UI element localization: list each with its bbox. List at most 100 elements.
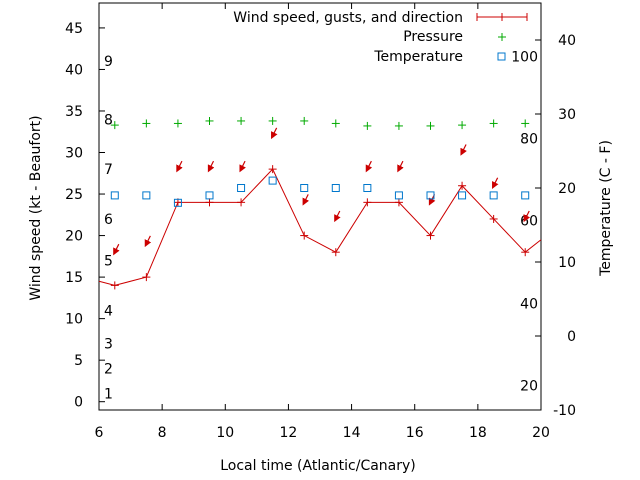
y-left-tick-label: 5 bbox=[74, 353, 83, 369]
x-tick-label: 8 bbox=[158, 425, 167, 441]
legend-swatch-temperature bbox=[497, 52, 506, 61]
temperature-point bbox=[363, 184, 372, 192]
wind-direction-arrow bbox=[334, 210, 341, 223]
pressure-point bbox=[331, 119, 340, 128]
y-left-tick-label: 45 bbox=[65, 21, 83, 37]
wind-speed-point bbox=[489, 214, 498, 223]
y-right-tick-label: -10 bbox=[553, 403, 576, 419]
plot-frame bbox=[98, 2, 542, 411]
wind-speed-point bbox=[363, 198, 372, 207]
fahrenheit-label: 80 bbox=[520, 131, 538, 147]
y-right-tick-label: 30 bbox=[558, 107, 576, 123]
beaufort-label: 2 bbox=[104, 361, 113, 377]
legend: Wind speed, gusts, and direction Pressur… bbox=[233, 10, 528, 65]
y-left-tick-label: 40 bbox=[65, 62, 83, 78]
wind-direction-arrow bbox=[239, 160, 246, 173]
fahrenheit-label: 40 bbox=[520, 296, 538, 312]
beaufort-label: 4 bbox=[104, 303, 113, 319]
wind-speed-point bbox=[268, 165, 277, 174]
pressure-point bbox=[363, 121, 372, 130]
temperature-point bbox=[205, 191, 214, 200]
pressure-point bbox=[521, 119, 530, 128]
wind-direction-arrow bbox=[365, 160, 373, 173]
temperature-point bbox=[489, 191, 498, 200]
x-tick-label: 20 bbox=[532, 425, 550, 441]
temperature-point bbox=[173, 198, 182, 207]
temperature-point bbox=[300, 184, 309, 192]
wind-direction-arrow bbox=[460, 144, 467, 156]
beaufort-label: 7 bbox=[104, 162, 113, 178]
y-right-tick-label: 40 bbox=[558, 33, 576, 49]
legend-label-temperature: Temperature bbox=[373, 49, 463, 65]
wind-speed-point bbox=[300, 231, 309, 240]
y-axis-right-label: Temperature (C - F) bbox=[598, 140, 614, 277]
temperature-point bbox=[521, 191, 530, 200]
wind-speed-line bbox=[98, 168, 542, 286]
temperature-point bbox=[268, 176, 277, 185]
x-tick-label: 12 bbox=[280, 425, 298, 441]
beaufort-label: 8 bbox=[104, 112, 113, 128]
temperature-point bbox=[458, 191, 467, 200]
temperature-point bbox=[237, 184, 246, 192]
pressure-point bbox=[142, 119, 151, 128]
fahrenheit-label: 20 bbox=[520, 379, 538, 395]
beaufort-label: 9 bbox=[104, 54, 113, 70]
legend-swatch-pressure bbox=[498, 33, 506, 41]
wind-speed-point bbox=[331, 248, 340, 257]
y-right-tick-label: 0 bbox=[567, 329, 576, 345]
y-right-tick-label: 10 bbox=[558, 255, 576, 271]
wind-direction-arrow bbox=[113, 243, 120, 256]
x-axis-label: Local time (Atlantic/Canary) bbox=[220, 458, 416, 474]
pressure-point bbox=[110, 121, 119, 130]
pressure-point bbox=[268, 116, 277, 125]
pressure-point bbox=[300, 116, 309, 125]
y-left-tick-label: 30 bbox=[65, 146, 83, 162]
pressure-point bbox=[489, 119, 498, 128]
legend-label-wind: Wind speed, gusts, and direction bbox=[233, 10, 463, 26]
fahrenheit-label: 100 bbox=[511, 49, 538, 65]
wind-speed-point bbox=[237, 198, 246, 207]
wind-speed-point bbox=[142, 273, 151, 282]
wind-speed-point bbox=[521, 248, 530, 257]
wind-speed-point bbox=[110, 281, 119, 290]
wind-direction-arrow bbox=[523, 210, 531, 223]
pressure-point bbox=[173, 119, 182, 128]
wind-speed-point bbox=[205, 198, 214, 207]
wind-direction-arrow bbox=[492, 177, 499, 189]
y-left-tick-label: 35 bbox=[65, 104, 83, 120]
wind-direction-arrow bbox=[397, 160, 404, 173]
temperature-point bbox=[394, 191, 403, 200]
y-left-tick-label: 20 bbox=[65, 229, 83, 245]
pressure-point bbox=[205, 116, 214, 125]
x-tick-label: 10 bbox=[216, 425, 234, 441]
y-left-tick-label: 0 bbox=[74, 395, 83, 411]
wind-speed-point bbox=[458, 181, 467, 190]
wind-speed-point bbox=[394, 198, 403, 207]
beaufort-label: 3 bbox=[104, 337, 113, 353]
beaufort-label: 1 bbox=[104, 386, 113, 402]
y-left-tick-label: 10 bbox=[65, 312, 83, 328]
pressure-point bbox=[426, 121, 435, 130]
temperature-point bbox=[110, 191, 119, 200]
wind-direction-arrow bbox=[207, 160, 215, 173]
y-left-tick-label: 15 bbox=[65, 270, 83, 286]
x-tick-label: 16 bbox=[406, 425, 424, 441]
y-right-tick-label: 20 bbox=[558, 181, 576, 197]
x-tick-label: 14 bbox=[343, 425, 361, 441]
beaufort-label: 5 bbox=[104, 253, 113, 269]
temperature-point bbox=[142, 191, 151, 200]
fahrenheit-label: 60 bbox=[520, 214, 538, 230]
legend-label-pressure: Pressure bbox=[403, 29, 463, 45]
wind-direction-arrow bbox=[176, 160, 183, 173]
x-tick-label: 18 bbox=[469, 425, 487, 441]
y-left-tick-label: 25 bbox=[65, 187, 83, 203]
temperature-point bbox=[331, 184, 340, 192]
wind-speed-point bbox=[426, 231, 435, 240]
y-axis-left-label: Wind speed (kt - Beaufort) bbox=[28, 115, 44, 300]
beaufort-label: 6 bbox=[104, 212, 113, 228]
pressure-point bbox=[237, 116, 246, 125]
temperature-point bbox=[426, 191, 435, 200]
wind-direction-arrow bbox=[302, 194, 310, 206]
pressure-point bbox=[394, 121, 403, 130]
